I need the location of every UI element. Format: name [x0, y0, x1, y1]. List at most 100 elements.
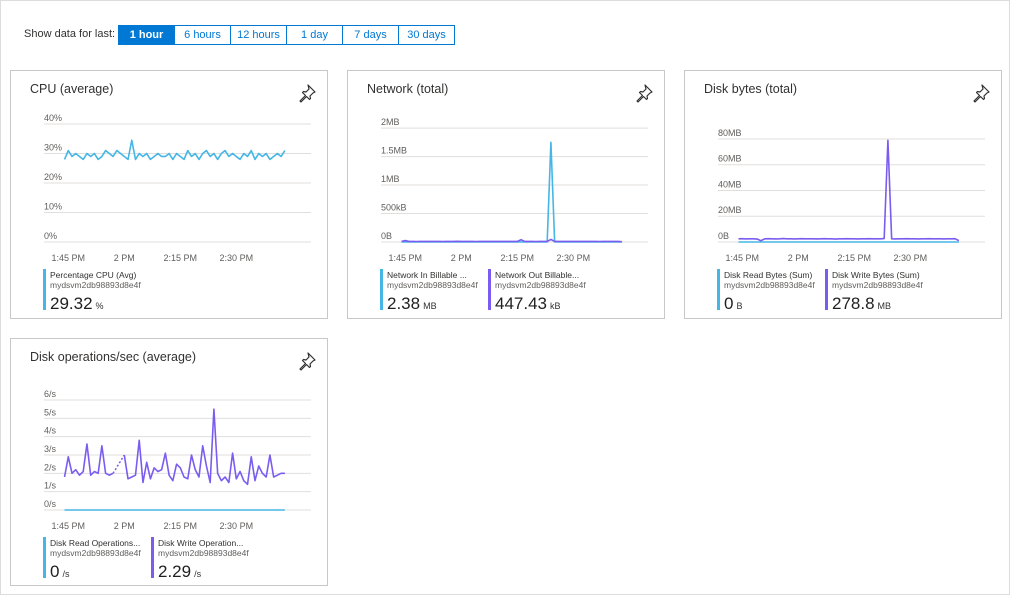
legend-resource: mydsvm2db98893d8e4f: [387, 280, 478, 290]
y-tick-label: 0/s: [44, 499, 57, 509]
legend-swatch: [825, 269, 828, 310]
range-button[interactable]: 7 days: [342, 25, 399, 45]
y-tick-label: 20%: [44, 172, 62, 182]
pin-button[interactable]: [299, 84, 316, 103]
y-tick-label: 0%: [44, 231, 57, 241]
legend-name: Network In Billable ...: [387, 270, 467, 280]
summary-unit: /s: [194, 569, 202, 579]
series-line: [63, 139, 286, 161]
x-tick-label: 2:30 PM: [557, 253, 591, 263]
x-tick-label: 2:30 PM: [220, 521, 254, 531]
legend-summary: 278.8 MB: [832, 294, 891, 313]
y-tick-label: 1MB: [381, 174, 400, 184]
chart-title: Network (total): [367, 82, 448, 96]
legend-resource: mydsvm2db98893d8e4f: [832, 280, 923, 290]
summary-value: 278.8: [832, 294, 875, 313]
y-tick-label: 10%: [44, 202, 62, 212]
y-tick-label: 5/s: [44, 407, 57, 417]
range-button[interactable]: 12 hours: [230, 25, 287, 45]
y-tick-label: 80MB: [718, 128, 742, 138]
y-tick-label: 3/s: [44, 444, 57, 454]
legend-swatch: [488, 269, 491, 310]
series-line: [63, 408, 285, 486]
legend-swatch: [717, 269, 720, 310]
range-button[interactable]: 30 days: [398, 25, 455, 45]
x-tick-label: 2:15 PM: [501, 253, 535, 263]
legend-summary: 29.32%: [50, 294, 104, 313]
chart-title: CPU (average): [30, 82, 113, 96]
chart: Network (total) 0B 500kB 1MB 1.5MB 2MB 1:45 PM…: [367, 82, 653, 313]
y-tick-label: 1/s: [44, 481, 57, 491]
chart-title: Disk bytes (total): [704, 82, 797, 96]
range-button[interactable]: 6 hours: [174, 25, 231, 45]
range-buttons: 1 hour 6 hours 12 hours 1 day 7 days 30 days: [118, 25, 455, 45]
range-label: Show data for last:: [24, 28, 116, 40]
y-tick-label: 4/s: [44, 426, 57, 436]
x-tick-label: 2:15 PM: [164, 253, 198, 263]
legend-name: Disk Read Bytes (Sum): [724, 270, 812, 280]
pin-icon: [299, 352, 316, 371]
legend-name: Disk Write Operation...: [158, 538, 243, 548]
summary-unit: kB: [550, 301, 561, 311]
x-tick-label: 1:45 PM: [52, 253, 86, 263]
y-tick-label: 2/s: [44, 462, 57, 472]
series-line: [401, 238, 622, 243]
pin-button[interactable]: [973, 84, 990, 103]
summary-value: 2.38: [387, 294, 420, 313]
pin-button[interactable]: [299, 352, 316, 371]
metric-card: Disk operations/sec (average) 0/s 1/s 2/s 3/…: [10, 338, 328, 586]
x-tick-label: 2:15 PM: [164, 521, 198, 531]
y-tick-label: 0B: [381, 231, 392, 241]
y-tick-label: 6/s: [44, 389, 57, 399]
legend-summary: 447.43 kB: [495, 294, 561, 313]
y-tick-label: 500kB: [381, 203, 407, 213]
legend-swatch: [380, 269, 383, 310]
pin-button[interactable]: [636, 84, 653, 103]
chart: Disk operations/sec (average) 0/s 1/s 2/s 3/…: [30, 350, 316, 581]
chart: Disk bytes (total) 0B 20MB 40MB 60MB 80MB 1:45…: [704, 82, 990, 313]
legend-resource: mydsvm2db98893d8e4f: [495, 280, 586, 290]
y-tick-label: 40%: [44, 113, 62, 123]
summary-unit: MB: [423, 301, 437, 311]
x-tick-label: 1:45 PM: [389, 253, 423, 263]
y-tick-label: 0B: [718, 231, 729, 241]
legend-resource: mydsvm2db98893d8e4f: [50, 280, 141, 290]
legend-resource: mydsvm2db98893d8e4f: [50, 548, 141, 558]
gap-connector: [112, 454, 125, 474]
legend-swatch: [151, 537, 154, 578]
summary-value: 0: [50, 562, 59, 581]
x-tick-label: 2:30 PM: [894, 253, 928, 263]
legend-resource: mydsvm2db98893d8e4f: [158, 548, 249, 558]
y-tick-label: 30%: [44, 143, 62, 153]
metric-card: CPU (average) 0% 10% 20% 30% 40% 1:45 PM 2 PM 2:…: [10, 70, 328, 319]
x-tick-label: 2 PM: [114, 521, 135, 531]
pin-icon: [636, 84, 653, 103]
legend-name: Disk Write Bytes (Sum): [832, 270, 920, 280]
metric-card: Disk bytes (total) 0B 20MB 40MB 60MB 80MB 1:45…: [684, 70, 1002, 319]
y-tick-label: 20MB: [718, 205, 742, 215]
summary-value: 447.43: [495, 294, 547, 313]
legend-summary: 2.38 MB: [387, 294, 437, 313]
range-button[interactable]: 1 day: [286, 25, 343, 45]
summary-unit: MB: [878, 301, 892, 311]
x-tick-label: 2:15 PM: [838, 253, 872, 263]
y-tick-label: 40MB: [718, 179, 742, 189]
x-tick-label: 1:45 PM: [726, 253, 760, 263]
series-line: [738, 139, 960, 242]
pin-icon: [299, 84, 316, 103]
y-tick-label: 2MB: [381, 117, 400, 127]
legend-name: Network Out Billable...: [495, 270, 579, 280]
legend-swatch: [43, 537, 46, 578]
pin-icon: [973, 84, 990, 103]
range-button[interactable]: 1 hour: [118, 25, 175, 45]
legend-swatch: [43, 269, 46, 310]
legend-name: Percentage CPU (Avg): [50, 270, 136, 280]
summary-value: 0: [724, 294, 733, 313]
x-tick-label: 2 PM: [451, 253, 472, 263]
legend-name: Disk Read Operations...: [50, 538, 140, 548]
x-tick-label: 2 PM: [788, 253, 809, 263]
legend-summary: 2.29/s: [158, 562, 202, 581]
summary-unit: /s: [62, 569, 70, 579]
y-tick-label: 60MB: [718, 154, 742, 164]
